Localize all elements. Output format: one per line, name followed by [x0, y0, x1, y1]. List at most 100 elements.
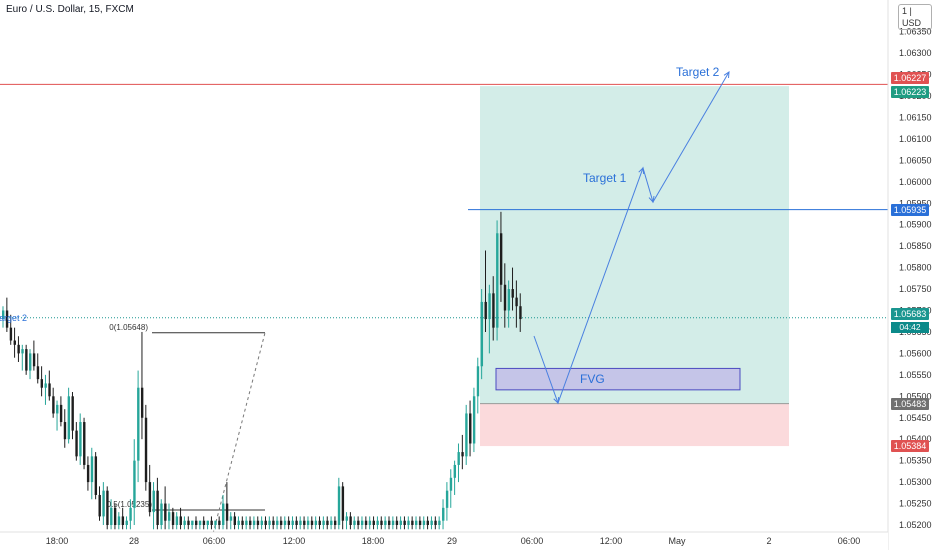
time-axis-bg [0, 532, 888, 550]
candle-body [164, 503, 167, 521]
candle-body [276, 520, 279, 525]
candle-body [306, 520, 310, 525]
price-axis-label: 1.06223 [891, 86, 929, 99]
candle-body [357, 520, 360, 525]
candle-body [102, 490, 105, 517]
candle-body [411, 520, 414, 525]
candle-body [160, 503, 163, 525]
candle-body [349, 516, 352, 525]
candle-body [430, 520, 433, 525]
candle-body [380, 520, 383, 525]
candle-body [407, 520, 410, 525]
x-tick-label: 12:00 [600, 536, 623, 546]
candle-body [372, 520, 375, 525]
candle-body [283, 520, 287, 525]
x-tick-label: 29 [447, 536, 457, 546]
candle-body [94, 456, 98, 495]
candle-body [183, 520, 186, 525]
candle-body [488, 293, 491, 320]
candle-body [13, 340, 16, 345]
candle-body [515, 297, 518, 307]
candle-body [2, 310, 5, 320]
y-tick-label: 1.06100 [899, 134, 932, 144]
y-tick-label: 1.05950 [899, 198, 932, 208]
candle-body [175, 516, 179, 525]
candle-body [198, 520, 202, 525]
candle-body [167, 512, 171, 521]
left-target-label: arget 2 [0, 313, 27, 323]
candle-body [21, 349, 24, 354]
x-tick-label: 28 [129, 536, 139, 546]
candle-body [106, 490, 109, 525]
candle-body [415, 520, 418, 525]
candle-body [75, 430, 78, 457]
y-tick-label: 1.06050 [899, 155, 932, 165]
candle-body [179, 516, 182, 525]
price-axis-label: 1.05483 [891, 397, 929, 410]
candle-body [214, 520, 217, 525]
candle-body [384, 520, 387, 525]
candle-body [503, 284, 507, 311]
candle-body [249, 520, 252, 525]
arrow-head-target-1 [638, 166, 645, 175]
price-axis-label: 1.05935 [891, 203, 929, 216]
candle-body [144, 417, 148, 483]
candle-body [137, 387, 140, 461]
fib-trend-line [212, 332, 266, 534]
x-tick-label: 18:00 [362, 536, 385, 546]
candle-body [341, 486, 345, 521]
x-tick-label: May [668, 536, 686, 546]
candle-body [388, 520, 391, 525]
fib-0-label: 0(1.05648) [109, 323, 148, 332]
candle-body [299, 520, 302, 525]
candle-body [206, 520, 209, 525]
candle-body [449, 477, 453, 491]
candle-body [63, 422, 67, 440]
candle-body [129, 507, 132, 521]
y-tick-label: 1.05200 [899, 520, 932, 530]
candle-body [121, 516, 125, 525]
candle-body [25, 349, 28, 371]
candle-body [222, 503, 225, 525]
y-tick-label: 1.05750 [899, 284, 932, 294]
candle-body [233, 516, 236, 525]
candle-body [187, 520, 190, 525]
candle-body [438, 520, 441, 525]
bar-countdown: 04:42 [891, 322, 929, 333]
candle-body [32, 353, 36, 367]
x-tick-label: 2 [766, 536, 771, 546]
candle-body [113, 507, 117, 525]
candle-body [272, 520, 275, 525]
fib-05-label: 0.5(1.05235) [107, 500, 153, 509]
candle-body [90, 456, 94, 483]
candle-body [237, 520, 240, 525]
stop-zone [480, 403, 789, 447]
y-tick-label: 1.06300 [899, 48, 932, 58]
candle-body [391, 520, 395, 525]
candle-body [445, 490, 449, 508]
candle-body [337, 486, 341, 525]
candle-body [442, 507, 445, 521]
candle-body [9, 327, 13, 341]
price-axis-label: 1.05683 [891, 307, 929, 320]
candle-body [44, 383, 47, 388]
candle-body [225, 503, 229, 521]
candle-body [287, 520, 291, 525]
candle-body [465, 413, 468, 457]
y-tick-label: 1.05600 [899, 348, 932, 358]
currency-prefix: 1 [902, 6, 908, 16]
candle-body [291, 520, 294, 525]
chart-title: Euro / U.S. Dollar, 15, FXCM [6, 4, 134, 15]
candle-body [86, 464, 90, 483]
arrow-head-pullback [648, 195, 655, 204]
candle-body [461, 452, 464, 457]
arrow-head-fvg [553, 396, 560, 405]
candle-body [83, 422, 86, 465]
candle-body [303, 520, 306, 525]
currency-selector[interactable]: 1 | USD [898, 4, 932, 30]
candle-body [345, 516, 348, 521]
candle-body [322, 520, 325, 525]
candle-body [360, 520, 364, 525]
candle-body [330, 520, 333, 525]
